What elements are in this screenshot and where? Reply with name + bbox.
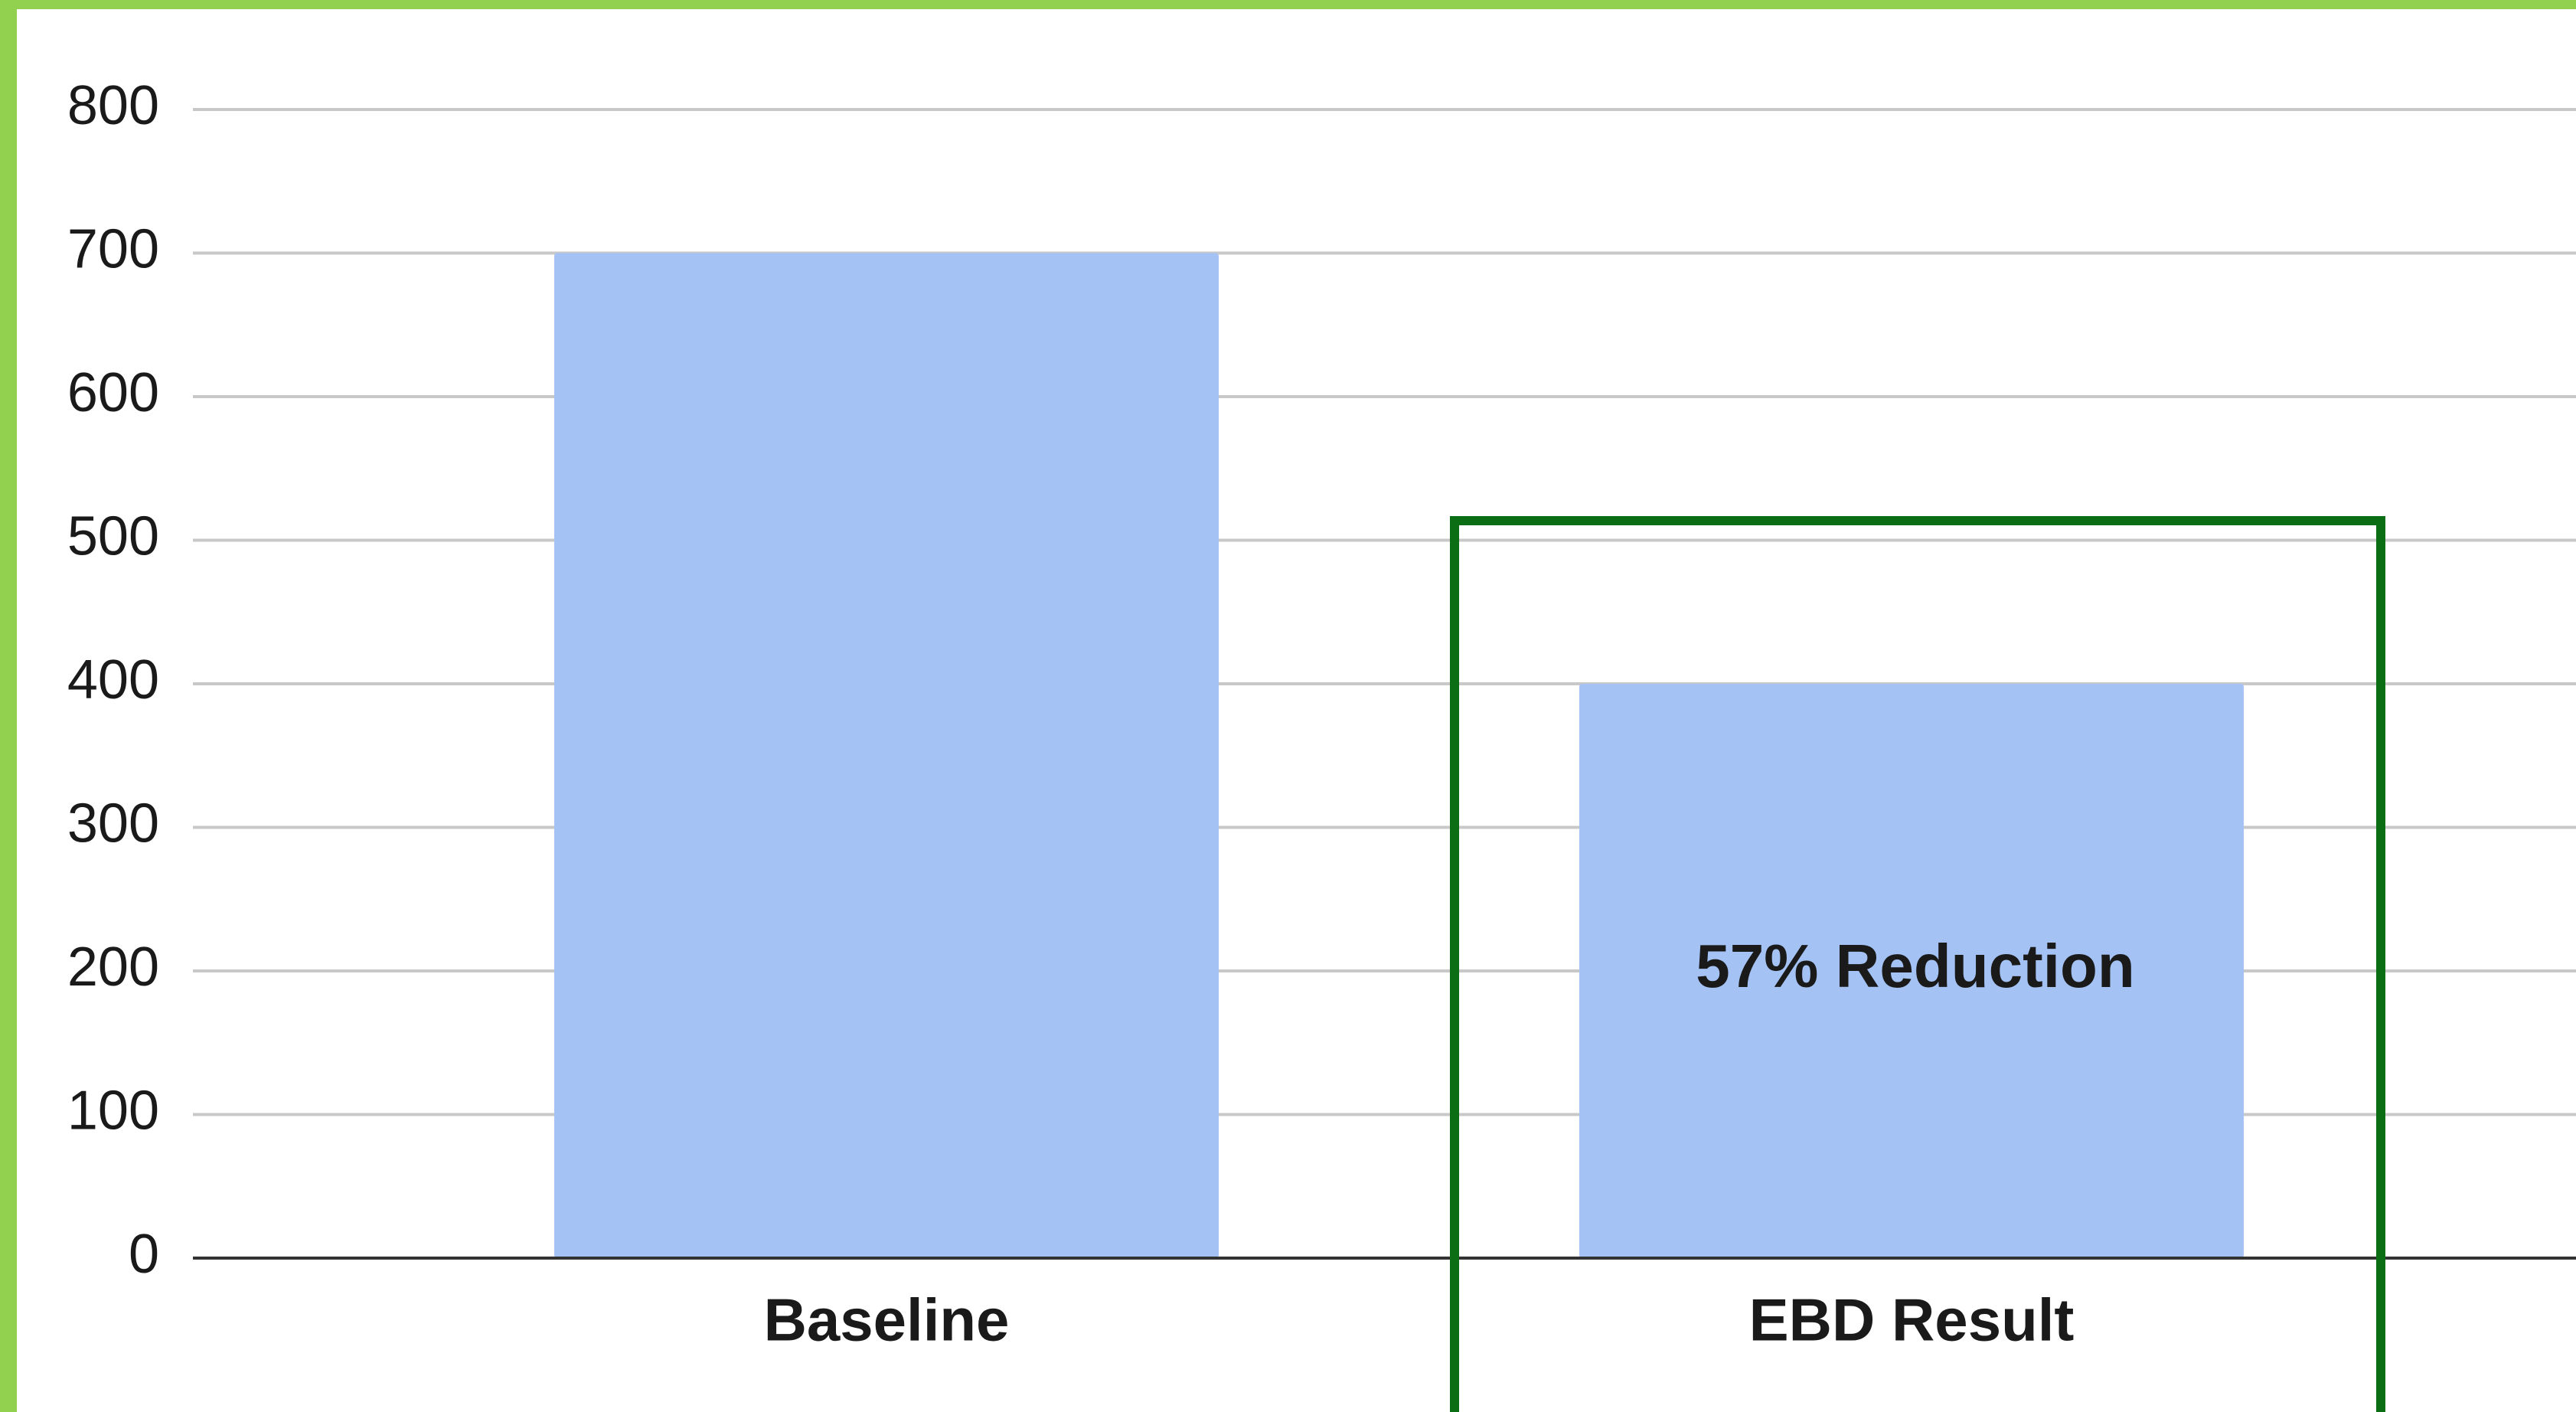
y-tick-label-400: 400: [67, 649, 159, 711]
x-category-label-baseline: Baseline: [764, 1286, 1010, 1354]
y-axis-tick-labels: 0 100 200 300 400 500 600 700 800: [67, 75, 159, 1285]
x-axis-category-labels: Baseline EBD Result: [764, 1286, 2075, 1354]
bar-baseline: [554, 253, 1219, 1258]
y-tick-label-0: 0: [129, 1224, 159, 1285]
y-tick-label-100: 100: [67, 1080, 159, 1142]
annotation-label: 57% Reduction: [1696, 932, 2134, 1000]
y-tick-label-500: 500: [67, 506, 159, 567]
bar-ebd-result: [1579, 684, 2244, 1258]
y-tick-label-200: 200: [67, 936, 159, 998]
annotations: 57% Reduction: [1450, 516, 2385, 1412]
bars: [554, 253, 2244, 1258]
x-category-label-ebd-result: EBD Result: [1749, 1286, 2075, 1354]
y-tick-label-800: 800: [67, 75, 159, 136]
y-tick-label-600: 600: [67, 362, 159, 423]
y-tick-label-300: 300: [67, 793, 159, 855]
y-tick-label-700: 700: [67, 219, 159, 280]
highlight-box: [1450, 516, 2385, 1412]
